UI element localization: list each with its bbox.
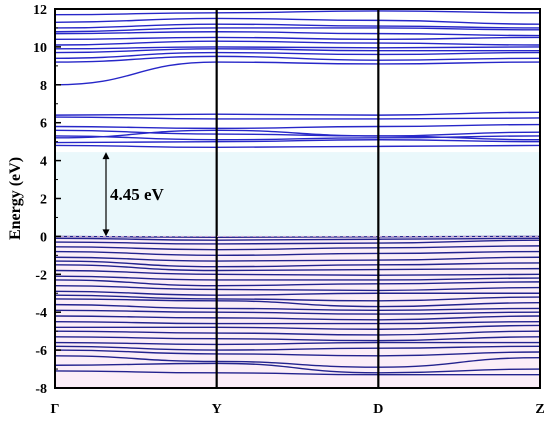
band-gap-region xyxy=(55,152,540,237)
band-line-20 xyxy=(54,10,541,16)
band-line-38 xyxy=(54,315,541,321)
y-tick-label: -4 xyxy=(35,306,47,321)
bands-layer xyxy=(54,10,541,376)
x-tick-label-Z: Z xyxy=(535,402,544,417)
band-line-34 xyxy=(54,294,541,302)
band-line-30 xyxy=(54,275,541,281)
y-axis-label: Energy (eV) xyxy=(7,157,24,240)
band-line-12 xyxy=(54,48,540,54)
band-line-29 xyxy=(54,269,541,276)
y-tick-label: 0 xyxy=(40,230,47,245)
band-line-37 xyxy=(54,309,541,315)
band-line-10 xyxy=(54,55,541,63)
band-line-1 xyxy=(54,111,541,116)
band-line-25 xyxy=(54,250,541,257)
band-line-16 xyxy=(54,31,541,37)
band-line-42 xyxy=(54,336,541,342)
band-line-33 xyxy=(54,290,540,296)
band-line-39 xyxy=(54,320,541,325)
band-line-22 xyxy=(54,237,541,241)
band-gap-arrow-head-top xyxy=(102,152,110,160)
band-line-27 xyxy=(54,260,541,268)
background-layer xyxy=(55,152,540,388)
axes-layer xyxy=(54,8,541,389)
band-line-7 xyxy=(54,139,541,144)
band-line-36 xyxy=(54,303,541,312)
band-line-13 xyxy=(54,46,541,50)
band-line-5 xyxy=(54,135,541,141)
band-gap-label: 4.45 eV xyxy=(110,185,165,204)
band-gap-arrow-head-bottom xyxy=(102,229,110,237)
band-line-35 xyxy=(54,298,541,308)
band-line-17 xyxy=(54,27,541,33)
labels-layer: -8 -6 -4 -2 0 2 4 6 8 10 12 Γ Y D Z Energy (eV) 4.45 eV xyxy=(7,3,545,417)
x-tick-label-Γ: Γ xyxy=(51,402,60,417)
band-line-40 xyxy=(54,324,541,330)
band-line-15 xyxy=(54,36,541,41)
y-tick-label: 2 xyxy=(40,193,47,208)
band-line-43 xyxy=(54,341,540,346)
band-line-26 xyxy=(54,256,541,262)
band-line-4 xyxy=(54,129,541,137)
band-line-44 xyxy=(54,345,541,351)
band-line-6 xyxy=(54,129,541,141)
band-line-2 xyxy=(54,116,541,120)
y-tick-label: -2 xyxy=(35,268,47,283)
band-line-31 xyxy=(54,279,541,287)
band-line-47 xyxy=(54,362,541,374)
y-tick-label: 4 xyxy=(40,155,47,170)
band-line-45 xyxy=(54,349,541,357)
band-line-48 xyxy=(54,370,540,376)
x-tick-label-D: D xyxy=(373,402,383,417)
band-line-11 xyxy=(54,51,541,59)
band-line-32 xyxy=(54,284,541,292)
y-tick-label: 12 xyxy=(33,3,47,18)
band-line-14 xyxy=(54,40,541,46)
band-line-19 xyxy=(54,17,541,25)
band-line-46 xyxy=(54,355,541,368)
y-tick-label: -8 xyxy=(35,382,47,397)
band-line-3 xyxy=(54,123,541,130)
y-tick-label: 8 xyxy=(40,79,47,94)
band-line-24 xyxy=(54,245,541,251)
band-line-18 xyxy=(54,23,541,29)
y-tick-label: 6 xyxy=(40,117,47,132)
x-tick-label-Y: Y xyxy=(212,402,222,417)
y-tick-label: -6 xyxy=(35,344,47,359)
band-line-23 xyxy=(54,239,541,245)
band-line-8 xyxy=(54,144,541,149)
band-line-28 xyxy=(54,264,541,272)
y-tick-label: 10 xyxy=(33,41,47,56)
band-line-9 xyxy=(54,61,541,86)
band-line-41 xyxy=(54,330,541,336)
